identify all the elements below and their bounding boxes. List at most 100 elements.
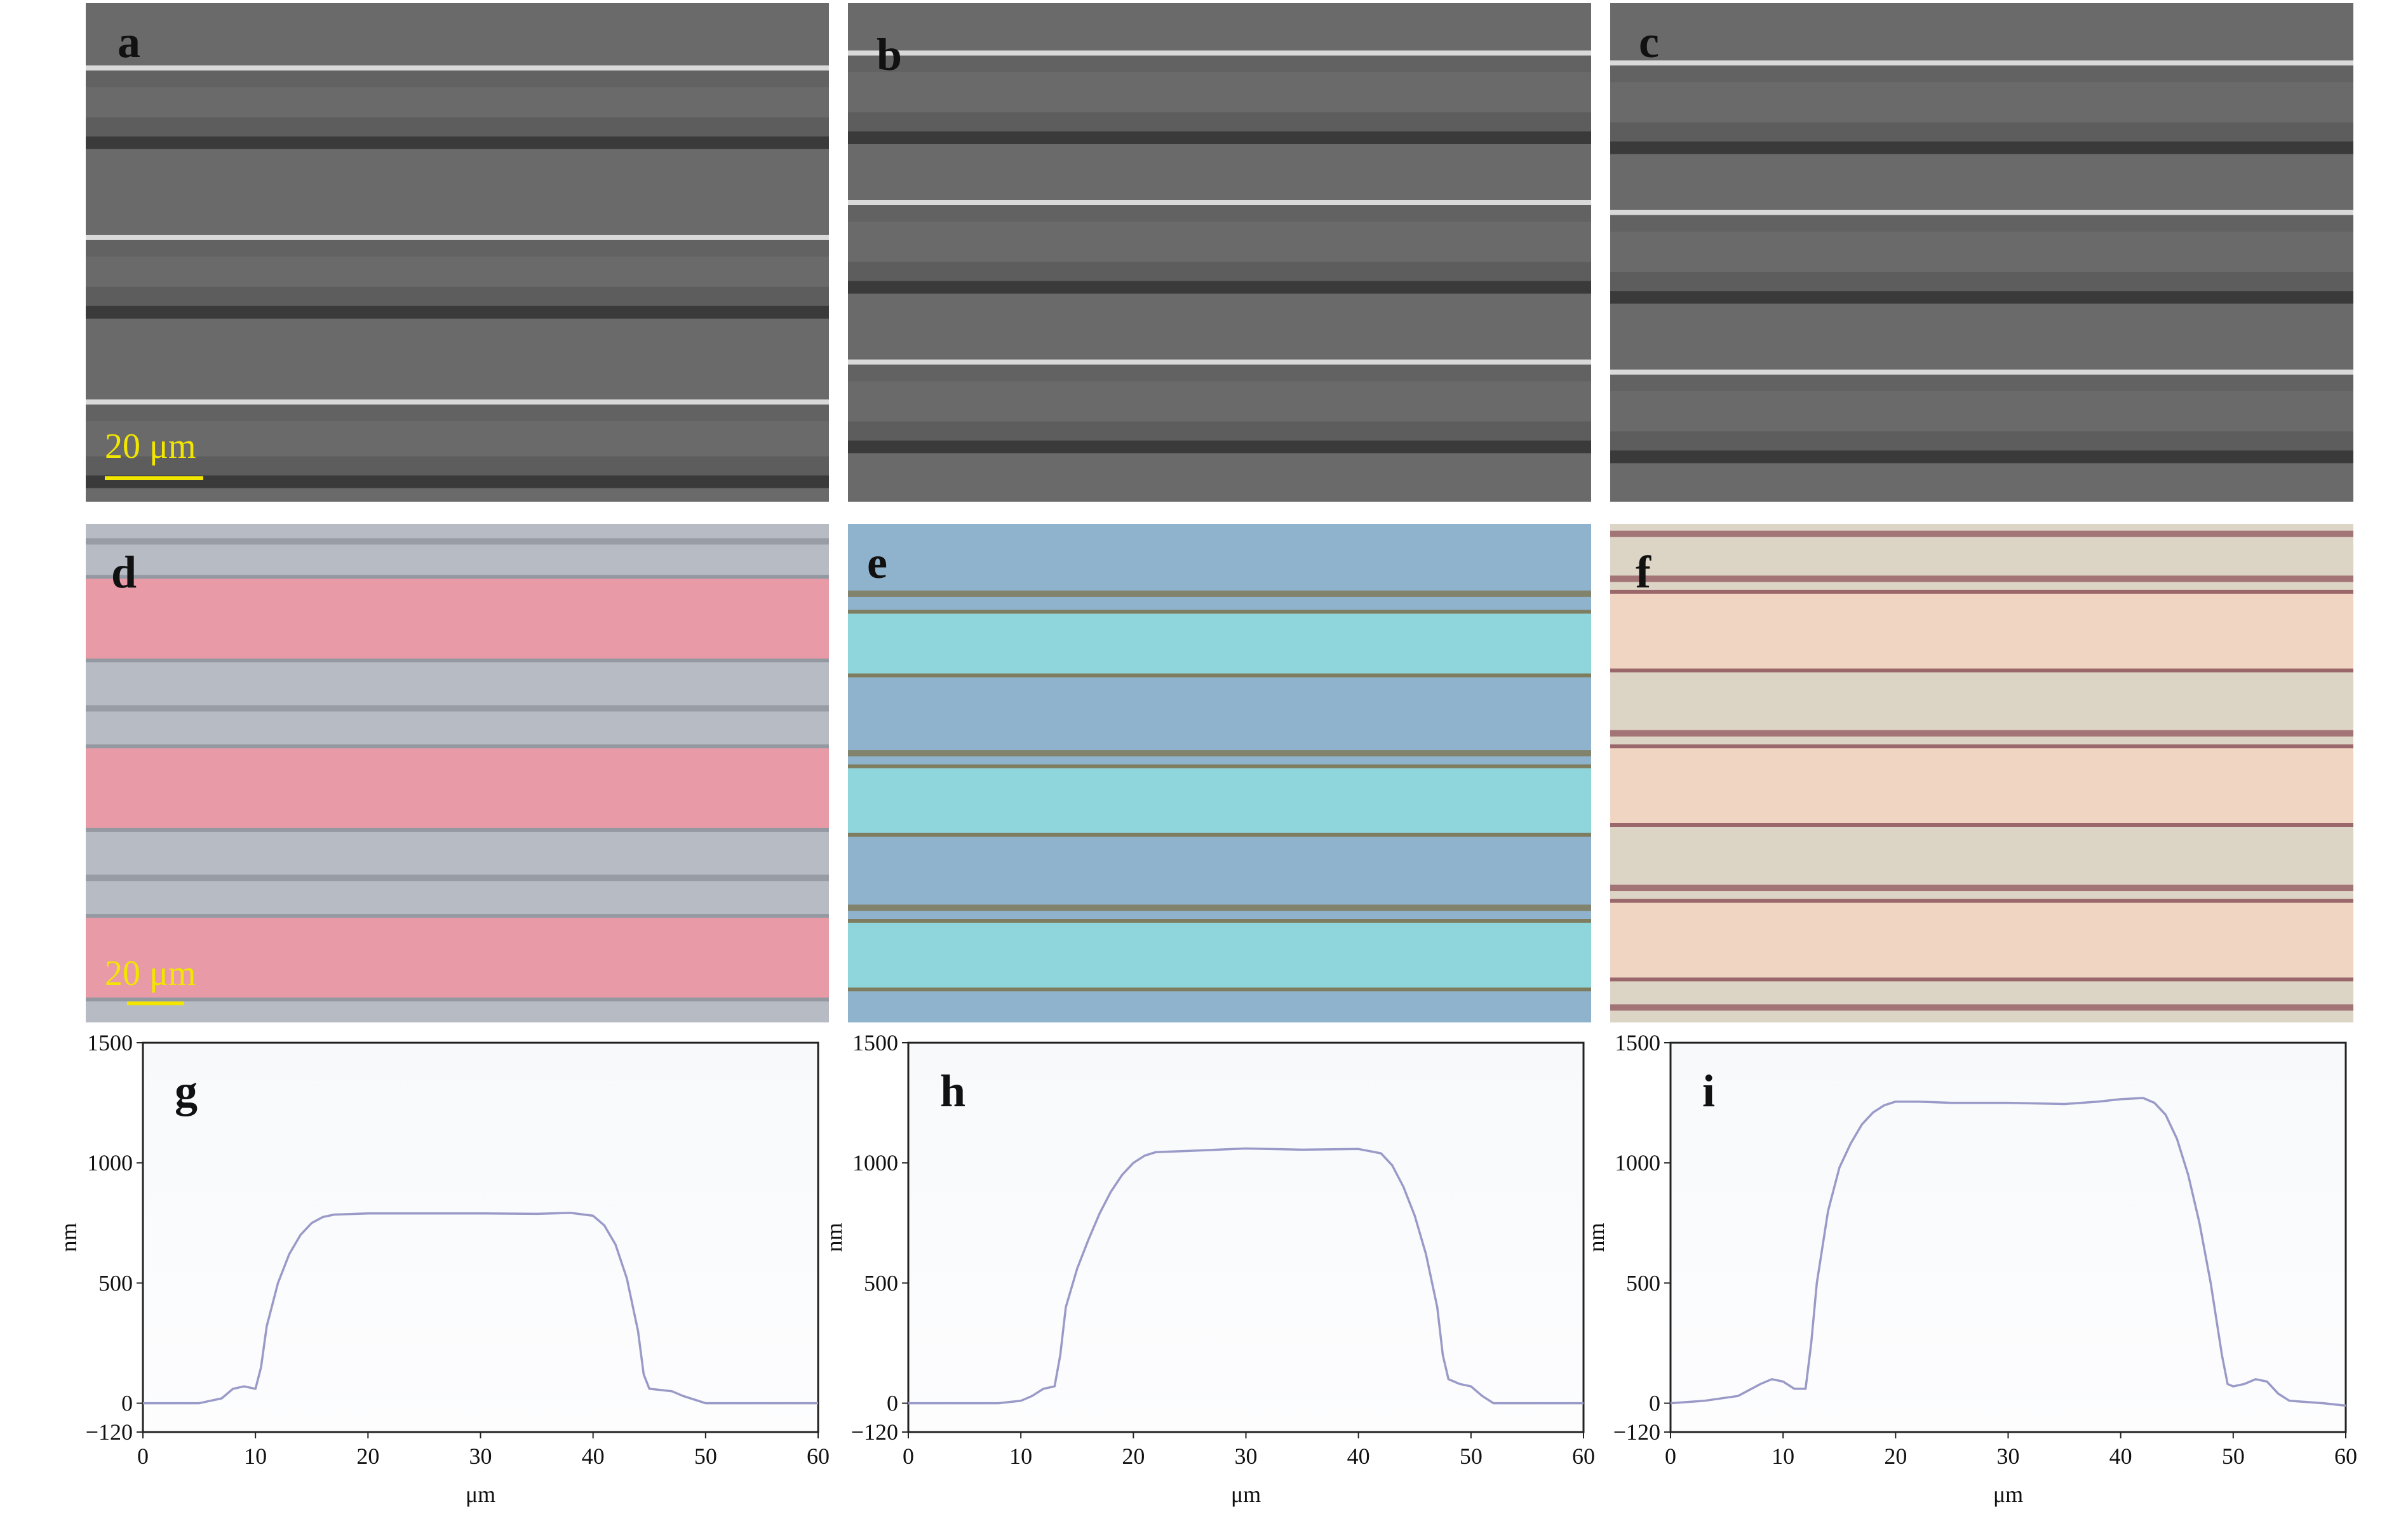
optical-image-f — [1610, 524, 2353, 1022]
optical-line-band-1 — [1610, 748, 2353, 823]
sem-bright-edge-0 — [86, 65, 829, 71]
optical-edge-top-2 — [848, 919, 1591, 923]
optical-edge-bottom-0 — [1610, 668, 2353, 673]
sem-bright-edge-2 — [848, 359, 1591, 365]
optical-edge-top-2 — [86, 914, 829, 918]
optical-panel-f: f — [1610, 524, 2353, 1022]
x-tick-label-3: 30 — [469, 1443, 492, 1469]
y-tick-label-1: 0 — [1649, 1391, 1660, 1416]
optical-image-d — [86, 524, 829, 1022]
chart-label-i: i — [1702, 1066, 1715, 1116]
x-tick-label-6: 60 — [1572, 1443, 1595, 1469]
y-tick-label-1: 0 — [121, 1391, 133, 1416]
sem-panel-b: b — [848, 3, 1591, 502]
optical-edge-bottom-2 — [848, 988, 1591, 992]
x-tick-label-2: 20 — [1122, 1443, 1145, 1469]
y-tick-label-3: 1000 — [1615, 1150, 1660, 1175]
x-axis-title: μm — [1231, 1482, 1261, 1507]
profile-series-line — [908, 1147, 1584, 1405]
sem-edge-shadow-0 — [848, 55, 1591, 72]
y-axis-title: nm — [56, 1222, 81, 1252]
optical-rough-edge-1 — [1610, 575, 2353, 582]
sem-dark-groove-0 — [848, 131, 1591, 144]
chart-label-g: g — [175, 1066, 198, 1116]
optical-line-band-2 — [86, 918, 829, 998]
sem-dark-groove-1 — [1610, 291, 2353, 304]
y-tick-label-0: −120 — [1613, 1419, 1660, 1445]
optical-line-band-0 — [1610, 593, 2353, 669]
x-tick-label-5: 50 — [1460, 1443, 1483, 1469]
sem-edge-shadow-1 — [848, 205, 1591, 222]
sem-bright-edge-1 — [848, 200, 1591, 205]
optical-edge-bottom-1 — [1610, 823, 2353, 827]
y-tick-label-3: 1000 — [852, 1150, 898, 1175]
optical-rough-edge-2 — [848, 904, 1591, 911]
sem-dark-groove-2 — [86, 475, 829, 488]
optical-line-band-0 — [848, 613, 1591, 674]
x-tick-label-4: 40 — [1347, 1443, 1370, 1469]
sem-groove-shade-2 — [848, 421, 1591, 441]
optical-rough-edge-1 — [848, 750, 1591, 757]
profile-series-line — [143, 1212, 818, 1405]
sem-image-a — [86, 3, 829, 502]
sem-groove-shade-1 — [1610, 272, 2353, 291]
profile-chart-i: −120 0 500 1000 1500 0 10 20 30 40 50 60 μm nm i — [1528, 1029, 2366, 1540]
sem-dark-groove-2 — [1610, 450, 2353, 464]
sem-groove-shade-2 — [86, 456, 829, 476]
optical-rough-edge-0 — [86, 538, 829, 545]
sem-groove-shade-0 — [86, 117, 829, 137]
sem-image-c — [1610, 3, 2353, 502]
y-tick-label-3: 1000 — [87, 1150, 133, 1175]
sem-edge-shadow-1 — [1610, 215, 2353, 232]
y-axis-title: nm — [1584, 1222, 1609, 1252]
optical-panel-e: e — [848, 524, 1591, 1022]
panel-label-d: d — [111, 547, 137, 598]
panel-label-f: f — [1636, 547, 1651, 598]
x-tick-label-2: 20 — [1884, 1443, 1907, 1469]
sem-edge-shadow-1 — [86, 239, 829, 257]
optical-line-band-1 — [848, 768, 1591, 833]
y-tick-label-2: 500 — [864, 1270, 898, 1296]
y-tick-label-2: 500 — [1626, 1270, 1660, 1296]
optical-rough-edge-3 — [1610, 885, 2353, 892]
sem-panel-c: c — [1610, 3, 2353, 502]
optical-edge-bottom-0 — [86, 658, 829, 662]
chart-label-h: h — [940, 1066, 965, 1116]
sem-dark-groove-1 — [848, 281, 1591, 294]
sem-bright-edge-1 — [86, 234, 829, 240]
scale-bar-a — [105, 476, 203, 480]
sem-image-b — [848, 3, 1591, 502]
sem-dark-groove-2 — [848, 440, 1591, 453]
sem-dark-groove-0 — [1610, 141, 2353, 154]
sem-edge-shadow-2 — [1610, 374, 2353, 391]
y-tick-label-0: −120 — [86, 1419, 133, 1445]
optical-edge-top-1 — [1610, 744, 2353, 749]
scale-text-a: 20 μm — [105, 427, 196, 466]
sem-edge-shadow-2 — [86, 405, 829, 421]
x-tick-label-6: 60 — [2334, 1443, 2357, 1469]
x-tick-label-6: 60 — [807, 1443, 830, 1469]
optical-edge-top-1 — [848, 764, 1591, 768]
x-tick-label-0: 0 — [1665, 1443, 1676, 1469]
optical-rough-edge-0 — [1610, 530, 2353, 537]
optical-line-band-1 — [86, 748, 829, 828]
optical-edge-top-2 — [1610, 899, 2353, 903]
optical-edge-top-0 — [1610, 589, 2353, 594]
x-tick-label-4: 40 — [2109, 1443, 2132, 1469]
optical-edge-top-0 — [848, 610, 1591, 614]
sem-groove-shade-1 — [848, 262, 1591, 281]
sem-edge-shadow-2 — [848, 365, 1591, 382]
x-tick-label-1: 10 — [1772, 1443, 1794, 1469]
plot-area — [142, 1041, 819, 1433]
x-tick-label-3: 30 — [1997, 1443, 2020, 1469]
sem-background — [1610, 3, 2353, 502]
panel-label-e: e — [867, 537, 887, 588]
x-tick-label-3: 30 — [1235, 1443, 1258, 1469]
y-tick-label-4: 1500 — [87, 1030, 133, 1055]
sem-dark-groove-0 — [86, 136, 829, 149]
plot-area — [1669, 1041, 2347, 1433]
optical-rough-edge-2 — [1610, 730, 2353, 737]
